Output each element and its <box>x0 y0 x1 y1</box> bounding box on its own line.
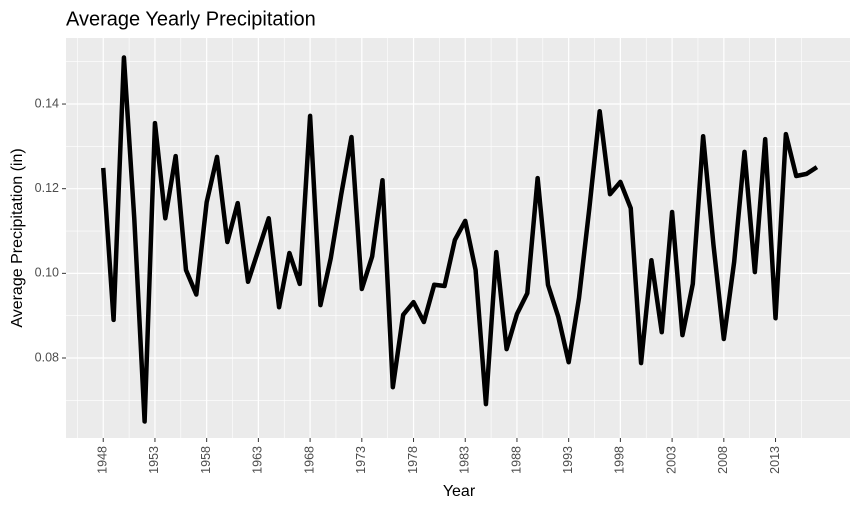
x-tick-label: 2008 <box>716 446 730 474</box>
x-tick-label: 1953 <box>147 446 161 474</box>
y-tick-label: 0.14 <box>35 96 59 110</box>
x-tick-label: 1993 <box>561 446 575 474</box>
line-series <box>100 55 819 424</box>
x-tick-label: 1968 <box>302 446 316 474</box>
x-tick-label: 1998 <box>613 446 627 474</box>
x-tick-label: 2013 <box>768 446 782 474</box>
y-axis-label: Average Precipitation (in) <box>9 148 26 327</box>
y-tick-label: 0.08 <box>35 350 59 364</box>
x-tick-label: 1948 <box>96 446 110 474</box>
x-axis-label: Year <box>443 483 476 500</box>
y-tick-label: 0.12 <box>35 181 59 195</box>
x-tick-label: 1988 <box>509 446 523 474</box>
x-tick-label: 1973 <box>354 446 368 474</box>
x-tick-label: 1958 <box>199 446 213 474</box>
x-tick-label: 2003 <box>664 446 678 474</box>
x-tick-label: 1963 <box>251 446 265 474</box>
x-tick-label: 1983 <box>458 446 472 474</box>
y-tick-label: 0.10 <box>35 266 59 280</box>
chart-title: Average Yearly Precipitation <box>66 8 316 30</box>
x-tick-label: 1978 <box>406 446 420 474</box>
